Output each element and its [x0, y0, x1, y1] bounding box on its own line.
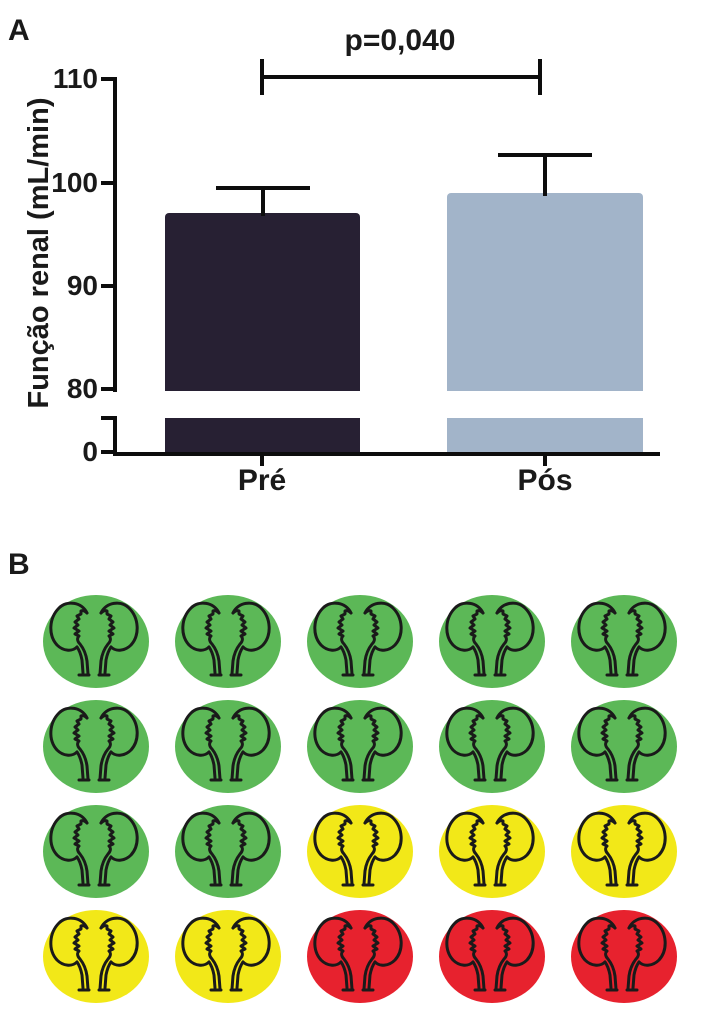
kidney-icon — [175, 910, 281, 1003]
y-tick-label: 0 — [82, 436, 98, 467]
kidney-icon — [307, 595, 413, 688]
status-circle — [439, 805, 545, 898]
x-label-pos: Pós — [517, 464, 573, 497]
kidney-icon — [571, 805, 677, 898]
kidney-icon — [175, 805, 281, 898]
kidney-grid — [30, 589, 690, 1009]
status-circle — [175, 595, 281, 688]
kidney-icon — [571, 910, 677, 1003]
y-tick-label: 110 — [52, 63, 98, 95]
y-tick-mark — [101, 387, 115, 391]
kidney-grid-cell-green — [162, 589, 294, 694]
kidney-grid-cell-red — [558, 904, 690, 1009]
significance-bracket-right-tick — [538, 59, 542, 95]
status-circle — [571, 700, 677, 793]
kidney-icon — [43, 700, 149, 793]
kidney-icon — [439, 805, 545, 898]
y-axis-break-tick — [101, 416, 117, 420]
kidney-grid-cell-green — [30, 589, 162, 694]
y-axis — [113, 77, 117, 392]
status-circle — [307, 805, 413, 898]
status-circle — [571, 595, 677, 688]
kidney-icon — [175, 700, 281, 793]
status-circle — [571, 910, 677, 1003]
kidney-grid-cell-yellow — [558, 799, 690, 904]
kidney-icon — [439, 700, 545, 793]
bar-pre-lower-segment — [165, 418, 360, 452]
kidney-grid-cell-green — [294, 694, 426, 799]
kidney-icon — [43, 910, 149, 1003]
status-circle — [175, 805, 281, 898]
kidney-icon — [307, 910, 413, 1003]
kidney-grid-cell-green — [30, 694, 162, 799]
kidney-icon — [439, 595, 545, 688]
y-tick-mark — [101, 77, 115, 82]
kidney-grid-cell-green — [426, 589, 558, 694]
status-circle — [175, 700, 281, 793]
error-bar-pre-cap — [216, 185, 310, 190]
kidney-grid-cell-green — [294, 589, 426, 694]
kidney-grid-cell-yellow — [426, 799, 558, 904]
kidney-grid-cell-green — [426, 694, 558, 799]
y-tick-label: 80 — [66, 373, 98, 404]
status-circle — [439, 910, 545, 1003]
kidney-icon — [439, 910, 545, 1003]
y-axis-title: Função renal (mL/min) — [23, 97, 55, 409]
status-circle — [43, 700, 149, 793]
kidney-grid-cell-red — [426, 904, 558, 1009]
x-tick-pre — [260, 456, 264, 466]
y-tick-mark — [101, 450, 115, 454]
kidney-grid-cell-green — [558, 694, 690, 799]
error-bar-pos-stem — [543, 154, 547, 196]
kidney-grid-cell-red — [294, 904, 426, 1009]
kidney-grid-cell-green — [30, 799, 162, 904]
significance-bracket-left-tick — [260, 59, 264, 95]
kidney-grid-cell-yellow — [294, 799, 426, 904]
kidney-icon — [571, 700, 677, 793]
y-tick-mark — [101, 283, 115, 288]
panel-a-label: A — [8, 14, 30, 47]
y-axis-break-segment — [113, 416, 117, 454]
status-circle — [307, 910, 413, 1003]
panel-b-kidney-pictogram: B — [0, 540, 705, 1024]
status-circle — [439, 700, 545, 793]
status-circle — [571, 805, 677, 898]
kidney-grid-cell-yellow — [30, 904, 162, 1009]
y-tick-label: 90 — [66, 269, 98, 301]
kidney-grid-cell-green — [558, 589, 690, 694]
y-tick-label: 100 — [51, 166, 98, 198]
error-bar-pos-cap — [498, 152, 592, 157]
status-circle — [439, 595, 545, 688]
bar-pre — [165, 213, 360, 391]
kidney-grid-cell-green — [162, 694, 294, 799]
error-bar-pre-stem — [261, 187, 265, 217]
status-circle — [175, 910, 281, 1003]
x-label-pre: Pré — [237, 464, 287, 497]
kidney-icon — [571, 595, 677, 688]
status-circle — [307, 595, 413, 688]
kidney-grid-cell-green — [162, 799, 294, 904]
status-circle — [307, 700, 413, 793]
status-circle — [43, 805, 149, 898]
kidney-icon — [43, 595, 149, 688]
kidney-icon — [43, 805, 149, 898]
y-tick-mark — [101, 180, 115, 185]
p-value-label: p=0,040 — [344, 24, 456, 57]
kidney-icon — [175, 595, 281, 688]
status-circle — [43, 910, 149, 1003]
significance-bracket-line — [262, 75, 540, 79]
panel-b-label: B — [8, 548, 30, 581]
kidney-grid-cell-yellow — [162, 904, 294, 1009]
bar-pos-lower-segment — [447, 418, 643, 452]
x-axis — [113, 452, 660, 456]
x-tick-pos — [543, 456, 547, 466]
bar-pos — [447, 192, 643, 391]
kidney-icon — [307, 700, 413, 793]
panel-a-bar-chart: A p=0,040 Função renal (mL/min) 110 100 90… — [8, 14, 660, 497]
status-circle — [43, 595, 149, 688]
kidney-icon — [307, 805, 413, 898]
